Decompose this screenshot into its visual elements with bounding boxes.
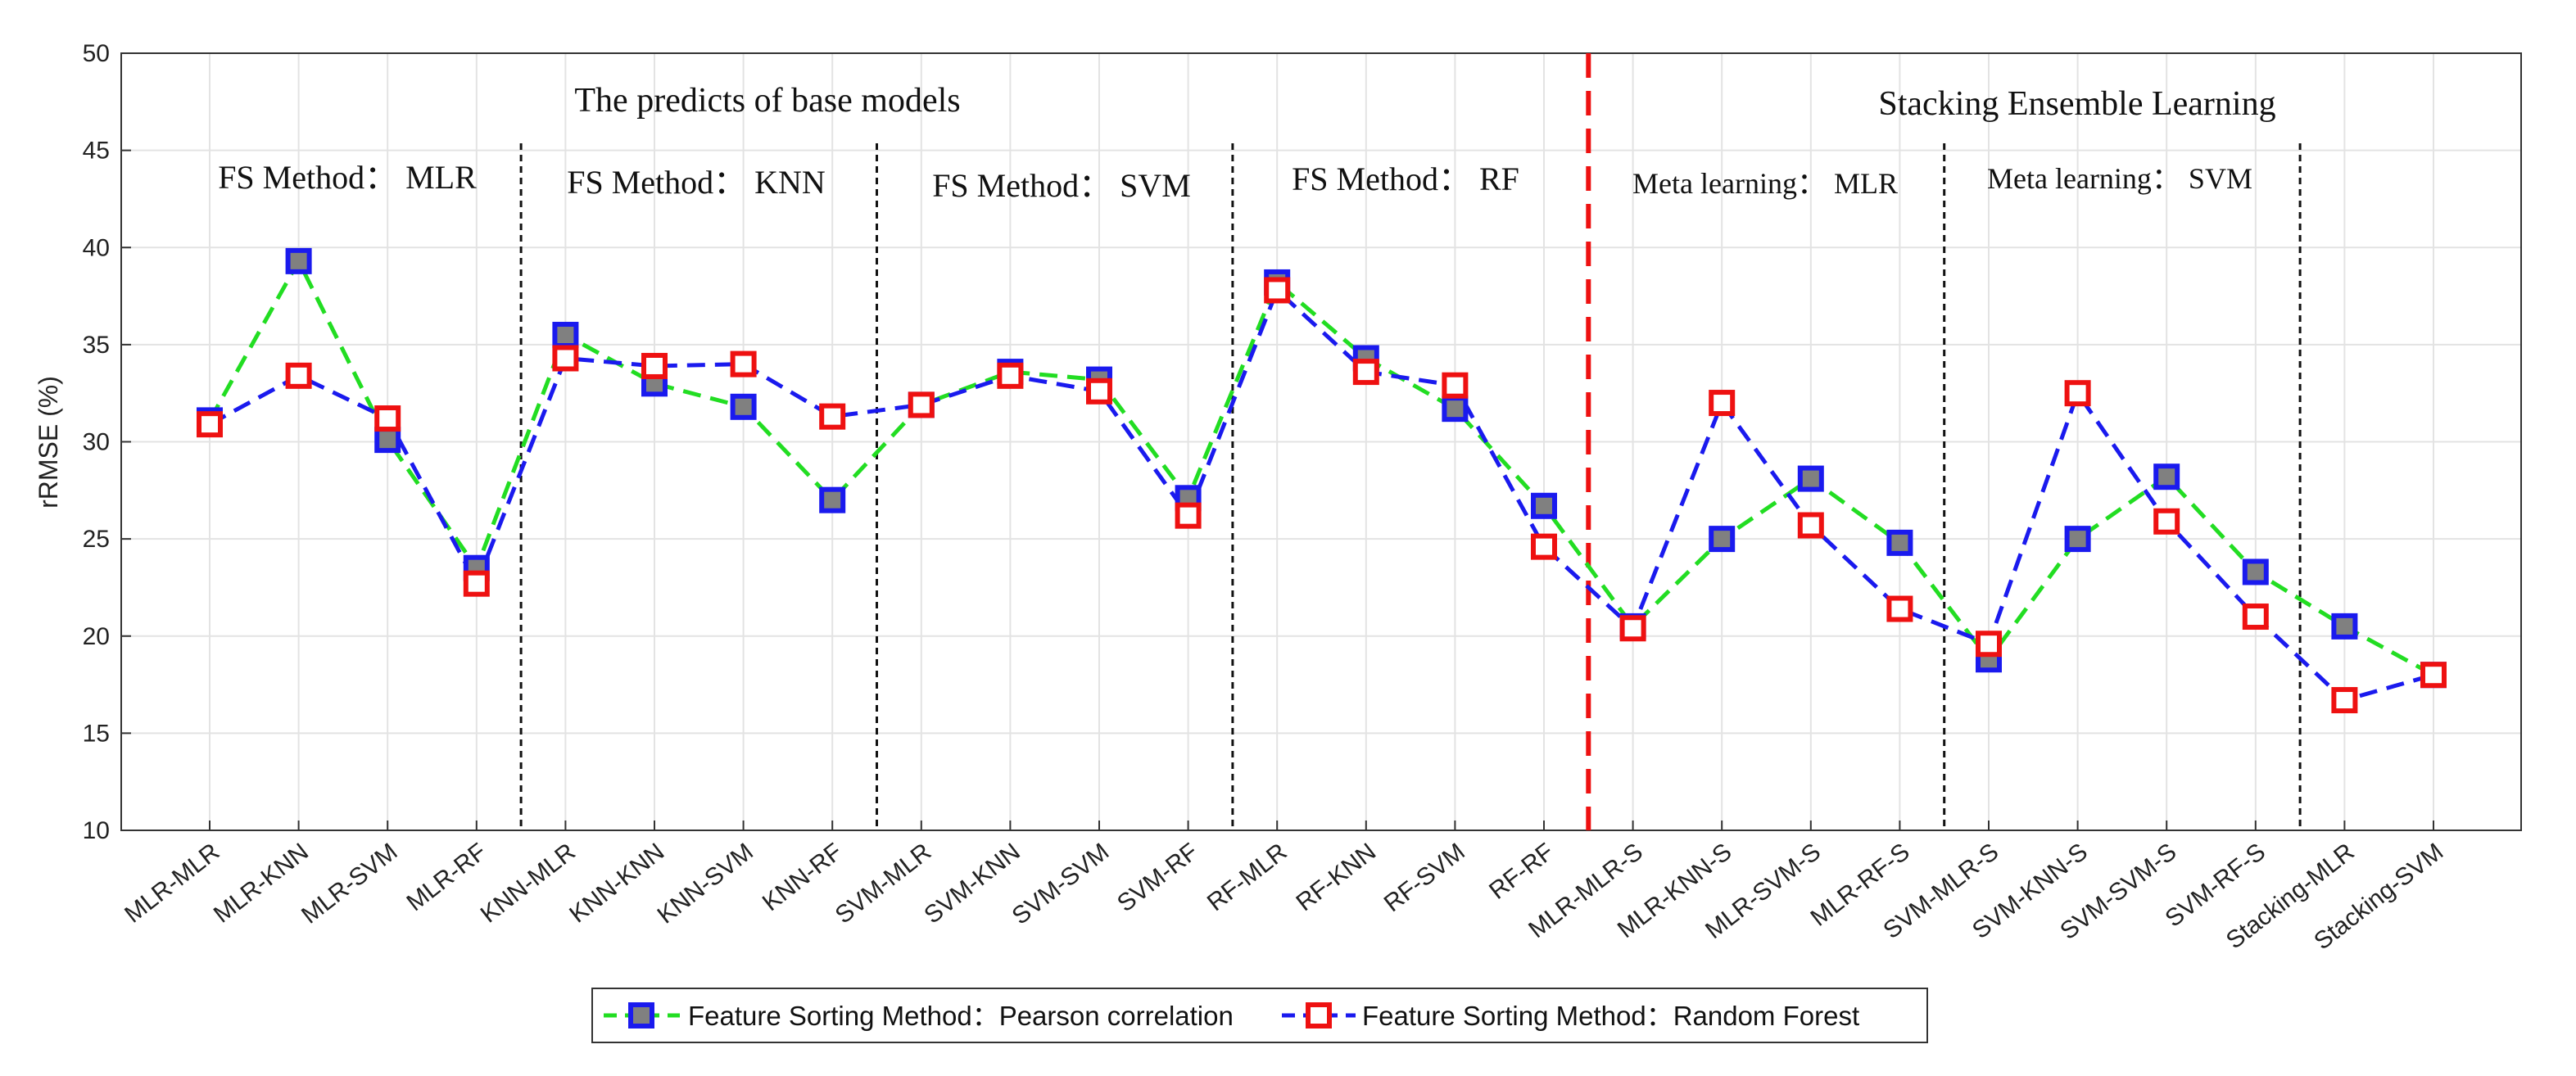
legend-marker-pearson [628, 1002, 654, 1029]
data-point-s1-9 [997, 362, 1024, 389]
legend-box [591, 988, 1928, 1043]
data-point-s0-17 [1709, 526, 1736, 553]
data-point-s1-15 [1531, 533, 1557, 560]
data-point-s1-17 [1709, 390, 1736, 417]
data-point-s0-2 [374, 427, 401, 454]
y-tick-label: 25 [83, 526, 110, 553]
data-point-s1-20 [1976, 631, 2002, 658]
data-point-s0-15 [1531, 492, 1557, 519]
data-point-s1-18 [1797, 512, 1824, 539]
group-label-rf: FS Method： RF [1292, 160, 1519, 197]
data-point-s1-25 [2420, 662, 2447, 689]
data-point-s1-0 [197, 411, 223, 438]
legend: Feature Sorting Method：Pearson correlati… [591, 988, 1928, 1043]
legend-marker-rf [1306, 1002, 1332, 1029]
data-point-s0-22 [2153, 463, 2180, 491]
data-point-s1-6 [730, 350, 757, 378]
annotations: The predicts of base models Stacking Ens… [218, 82, 2275, 204]
y-tick-label: 50 [83, 40, 110, 67]
base-models-title: The predicts of base models [574, 82, 960, 120]
data-point-s0-18 [1797, 465, 1824, 492]
data-point-s1-3 [463, 570, 490, 597]
y-tick-label: 10 [83, 817, 110, 844]
y-tick-label: 35 [83, 332, 110, 359]
data-point-s1-10 [1086, 378, 1112, 405]
data-point-s1-14 [1442, 372, 1469, 399]
data-point-s0-1 [285, 247, 312, 274]
legend-label-pearson: Feature Sorting Method：Pearson correlati… [688, 1001, 1234, 1031]
data-point-s0-21 [2064, 526, 2091, 553]
series-line-1 [208, 287, 2434, 703]
stacking-title: Stacking Ensemble Learning [1878, 85, 2275, 123]
data-point-s1-1 [285, 362, 312, 389]
y-tick-label: 15 [83, 720, 110, 747]
data-point-s0-4 [552, 322, 579, 349]
data-point-s1-7 [819, 403, 846, 430]
group-label-svm: FS Method： SVM [932, 167, 1191, 204]
data-point-s0-14 [1442, 396, 1469, 423]
data-point-s1-11 [1175, 502, 1202, 529]
data-point-s0-23 [2242, 558, 2269, 585]
data-point-s1-2 [374, 405, 401, 432]
data-point-s0-24 [2331, 613, 2358, 640]
data-point-s1-21 [2064, 380, 2091, 407]
y-tick-label: 20 [83, 623, 110, 650]
data-point-s1-13 [1352, 359, 1379, 386]
y-tick-label: 30 [83, 429, 110, 456]
data-point-s1-16 [1619, 615, 1646, 642]
data-point-s0-7 [819, 486, 846, 513]
y-axis-label: rRMSE (%) [34, 376, 63, 509]
data-point-s1-22 [2153, 508, 2180, 535]
data-point-s1-12 [1264, 277, 1291, 304]
data-point-s0-6 [730, 393, 757, 420]
data-point-s1-5 [641, 352, 668, 379]
data-point-s1-4 [552, 345, 579, 372]
legend-label-rf: Feature Sorting Method：Random Forest [1362, 1001, 1859, 1031]
group-label-meta-mlr: Meta learning： MLR [1632, 167, 1898, 200]
data-point-s1-24 [2331, 687, 2358, 714]
series-markers [197, 247, 2447, 714]
y-tick-label: 45 [83, 138, 110, 165]
data-point-s1-8 [908, 391, 935, 418]
section-dividers [519, 53, 2302, 830]
group-label-meta-svm: Meta learning： SVM [1987, 162, 2252, 195]
data-point-s1-23 [2242, 604, 2269, 631]
data-point-s1-19 [1886, 595, 1913, 622]
group-label-knn: FS Method： KNN [567, 164, 826, 201]
y-tick-label: 40 [83, 234, 110, 261]
data-point-s0-19 [1886, 529, 1913, 556]
series-lines [207, 259, 2435, 703]
y-axis-ticks: 10 15 20 25 30 35 40 45 50 [83, 40, 131, 844]
group-label-mlr: FS Method： MLR [218, 159, 477, 196]
